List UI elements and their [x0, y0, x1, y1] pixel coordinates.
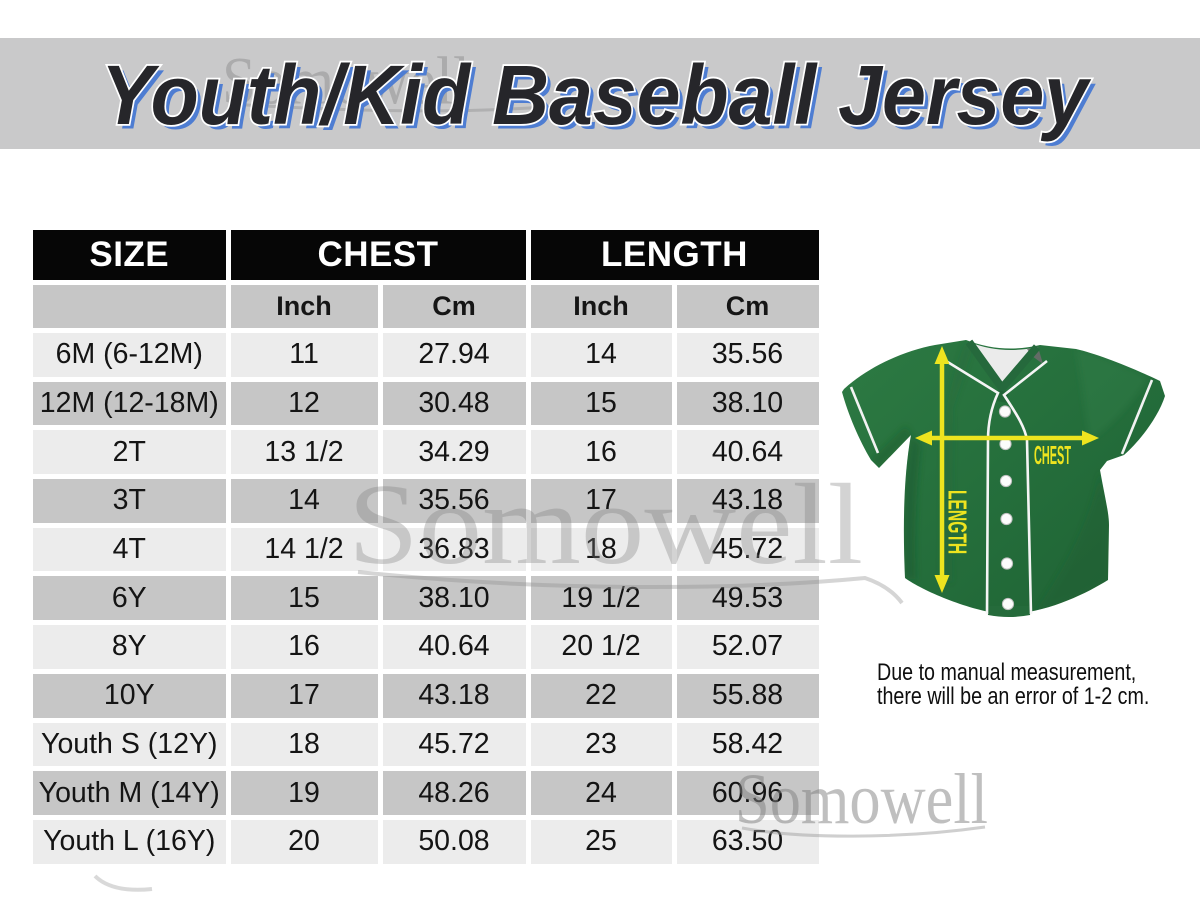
svg-text:CHEST: CHEST: [1034, 442, 1071, 471]
svg-text:Youth/Kid Baseball Jersey: Youth/Kid Baseball Jersey: [106, 53, 1097, 147]
svg-text:Somowell: Somowell: [222, 43, 470, 119]
svg-text:Youth/Kid Baseball Jersey: Youth/Kid Baseball Jersey: [101, 48, 1092, 142]
svg-text:Somowell: Somowell: [735, 759, 988, 839]
svg-text:Somowell: Somowell: [348, 461, 863, 589]
svg-text:LENGTH: LENGTH: [942, 490, 971, 554]
